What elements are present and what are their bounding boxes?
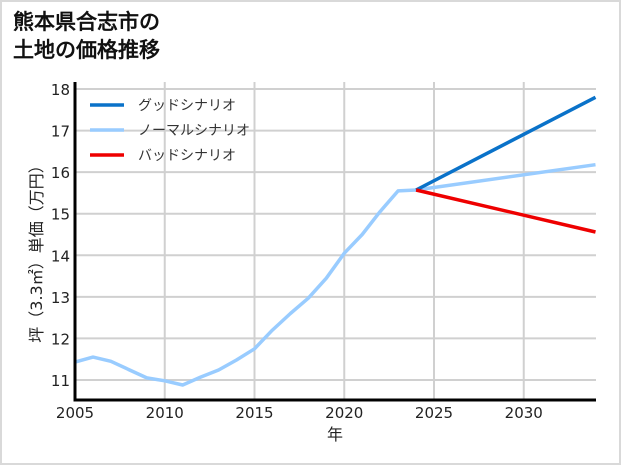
x-tick-label: 2005 (56, 404, 94, 422)
legend-label: バッドシナリオ (138, 148, 236, 164)
tick-labels: 11 12 13 14 15 16 17 18 2005 2010 2015 2020 2025 2030 (51, 81, 543, 422)
series-lines (74, 95, 597, 387)
y-tick-label: 12 (51, 330, 70, 348)
legend-label: グッドシナリオ (138, 98, 236, 114)
title-line-1: 熊本県合志市の (13, 10, 160, 34)
legend-label: ノーマルシナリオ (138, 123, 250, 139)
y-tick-label: 15 (51, 206, 70, 224)
x-tick-label: 2015 (235, 404, 273, 422)
y-tick-label: 13 (51, 289, 70, 307)
x-tick-label: 2030 (505, 404, 543, 422)
series-line (74, 162, 596, 387)
series-line (415, 188, 596, 234)
y-tick-label: 14 (51, 247, 70, 265)
x-axis-label: 年 (327, 425, 343, 444)
y-tick-label: 16 (51, 164, 70, 182)
axes (73, 82, 596, 402)
y-tick-label: 11 (51, 372, 70, 390)
grid-lines (75, 82, 596, 400)
y-axis-label: 坪（3.3㎡）単価（万円） (27, 157, 46, 342)
y-tick-label: 17 (51, 123, 70, 141)
x-tick-label: 2025 (415, 404, 453, 422)
title-line-2: 土地の価格推移 (13, 38, 160, 62)
x-tick-label: 2020 (325, 404, 363, 422)
y-tick-label: 18 (51, 81, 70, 99)
chart-title: 熊本県合志市の 土地の価格推移 (13, 8, 160, 64)
x-tick-label: 2010 (146, 404, 184, 422)
series-line (415, 95, 597, 192)
